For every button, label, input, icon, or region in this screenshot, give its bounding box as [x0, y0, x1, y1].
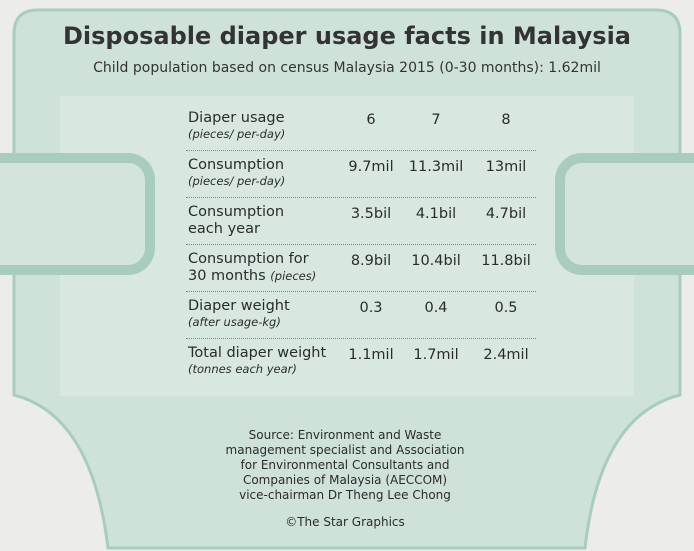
- table-cell: 1.7mil: [401, 347, 471, 363]
- label-line: Diaper usage: [188, 110, 285, 126]
- table-cell: 3.5bil: [336, 206, 406, 222]
- table-cell: 0.4: [401, 300, 471, 316]
- table-cell: 1.1mil: [336, 347, 406, 363]
- table-cell: 6: [336, 112, 406, 128]
- subtitle: Child population based on census Malaysi…: [0, 60, 694, 76]
- table-cell: 8: [471, 112, 541, 128]
- row-note: (pieces): [270, 269, 316, 283]
- table-cell: 8.9bil: [336, 253, 406, 269]
- table-cell: 11.3mil: [401, 159, 471, 175]
- row-label: Diaper usage(pieces/ per-day): [188, 110, 358, 141]
- table-cell: 11.8bil: [471, 253, 541, 269]
- source-line: management specialist and Association: [200, 443, 490, 458]
- row-note: (pieces/ per-day): [188, 127, 358, 141]
- label-line: each year: [188, 221, 260, 237]
- source-line: for Environmental Consultants and: [200, 458, 490, 473]
- label-line: Consumption for: [188, 251, 309, 267]
- label-line: Diaper weight: [188, 298, 290, 314]
- row-label: Diaper weight(after usage-kg): [188, 298, 358, 329]
- table-cell: 4.1bil: [401, 206, 471, 222]
- source-line: vice-chairman Dr Theng Lee Chong: [200, 488, 490, 503]
- source-line: Source: Environment and Waste: [200, 428, 490, 443]
- infographic: Disposable diaper usage facts in Malaysi…: [0, 0, 694, 551]
- label-line: Consumption: [188, 204, 284, 220]
- table-cell: 0.5: [471, 300, 541, 316]
- left-tab: [0, 158, 150, 270]
- table-cell: 2.4mil: [471, 347, 541, 363]
- row-label: Total diaper weight(tonnes each year): [188, 345, 358, 376]
- table-cell: 10.4bil: [401, 253, 471, 269]
- table-cell: 0.3: [336, 300, 406, 316]
- title: Disposable diaper usage facts in Malaysi…: [0, 22, 694, 50]
- table-row: Total diaper weight(tonnes each year)1.1…: [186, 339, 536, 385]
- row-note: (tonnes each year): [188, 362, 358, 376]
- row-note: (pieces/ per-day): [188, 174, 358, 188]
- table-cell: 4.7bil: [471, 206, 541, 222]
- label-line: Consumption: [188, 157, 284, 173]
- label-line: 30 months: [188, 268, 266, 284]
- source-line: Companies of Malaysia (AECCOM): [200, 473, 490, 488]
- right-tab: [560, 158, 694, 270]
- row-label: Consumption(pieces/ per-day): [188, 157, 358, 188]
- table-cell: 9.7mil: [336, 159, 406, 175]
- label-line: Total diaper weight: [188, 345, 326, 361]
- credit: ©The Star Graphics: [200, 515, 490, 529]
- row-note: (after usage-kg): [188, 315, 358, 329]
- table-cell: 7: [401, 112, 471, 128]
- table-cell: 13mil: [471, 159, 541, 175]
